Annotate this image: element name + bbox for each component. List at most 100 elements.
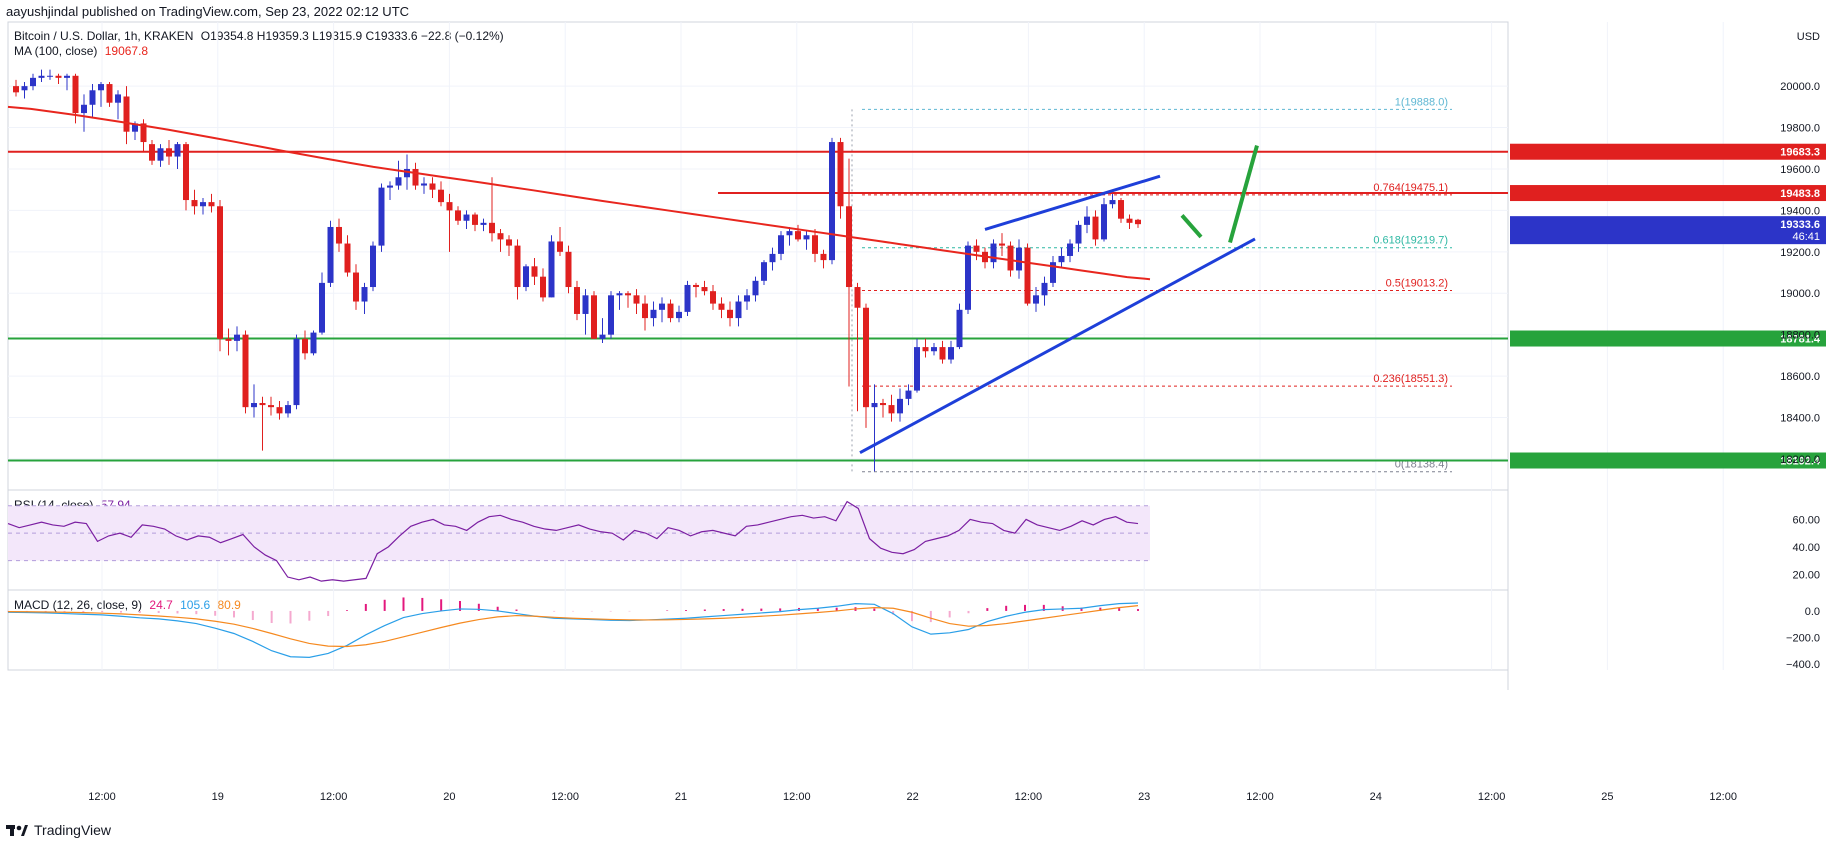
candle	[922, 338, 929, 358]
candle-body	[744, 295, 750, 302]
candle-body	[200, 202, 206, 207]
candle	[98, 81, 104, 107]
candle-body	[64, 75, 70, 78]
level-tag-label: 18781.4	[1780, 334, 1821, 346]
candle	[30, 73, 36, 91]
candle-body	[404, 168, 410, 178]
candle	[225, 328, 232, 356]
candle-body	[599, 334, 606, 339]
candle-body	[846, 206, 852, 288]
candle	[13, 79, 19, 97]
candle	[174, 142, 181, 169]
candle	[667, 299, 674, 323]
candle-body	[897, 398, 903, 414]
candle-body	[166, 148, 172, 157]
candle-body	[1109, 200, 1116, 205]
candle	[676, 305, 682, 323]
candle-body	[268, 405, 274, 408]
candle	[820, 249, 827, 269]
candle-body	[429, 183, 436, 190]
candle	[752, 276, 759, 302]
candle-body	[548, 241, 555, 298]
level-tag	[1510, 330, 1826, 347]
candle	[812, 229, 818, 263]
time-tick-label: 25	[1601, 791, 1613, 803]
candle	[1135, 218, 1141, 228]
candle-body	[1135, 219, 1141, 225]
time-tick-label: 20	[443, 791, 455, 803]
candle-body	[710, 291, 716, 304]
time-tick-label: 12:00	[1709, 791, 1737, 803]
candle-body	[225, 338, 232, 341]
candle-body	[693, 284, 699, 288]
candle-body	[931, 347, 937, 352]
candle-body	[531, 266, 538, 277]
candle-body	[1050, 262, 1056, 283]
candle-body	[353, 272, 359, 302]
candle	[837, 137, 844, 219]
macd-tick-label: 0.0	[1805, 606, 1820, 618]
candle	[463, 210, 470, 230]
candle	[846, 158, 852, 387]
candle-body	[523, 266, 529, 288]
ohlc-readout: O19354.8 H19359.3 L19315.9 C19333.6 −22.…	[200, 29, 504, 43]
candle-body	[659, 303, 665, 310]
grid-lines	[8, 22, 1724, 670]
candle	[89, 84, 96, 118]
candle-body	[1067, 243, 1073, 256]
candle-body	[191, 200, 198, 207]
tradingview-footer[interactable]: TradingView	[6, 822, 111, 838]
candle	[387, 181, 393, 201]
candle	[38, 69, 45, 82]
candle-body	[1024, 247, 1031, 304]
candle	[378, 183, 385, 252]
ma-value: 19067.8	[104, 44, 149, 58]
candle-body	[625, 293, 631, 296]
candle-body	[395, 177, 402, 186]
candle	[276, 400, 283, 420]
candle-body	[446, 202, 453, 211]
candle	[285, 400, 291, 418]
candle	[353, 264, 359, 310]
candle	[956, 303, 963, 350]
candle	[302, 330, 308, 360]
candle	[446, 193, 453, 252]
candle-body	[497, 233, 504, 240]
chart-canvas[interactable]: 1(19888.0) 0.764(19475.1) 0.618(19219.7) 0.…	[0, 0, 1834, 820]
fib-level-label: 0.5(19013.2)	[1386, 278, 1448, 290]
candle-body	[803, 235, 810, 240]
candle	[769, 247, 776, 271]
candles-layer	[13, 69, 1141, 472]
candle	[344, 235, 351, 277]
candle	[684, 280, 691, 317]
candle	[642, 295, 648, 331]
fib-level-label: 0(18138.4)	[1395, 459, 1448, 471]
projection-rise	[1228, 145, 1259, 244]
candle	[480, 218, 487, 232]
candle-body	[251, 403, 257, 408]
candle-body	[965, 245, 971, 310]
candle	[1067, 239, 1073, 263]
candle-body	[591, 295, 597, 339]
candle	[327, 220, 334, 288]
ma-100-line	[7, 105, 1151, 281]
drawings-layer	[859, 145, 1259, 455]
candle	[149, 139, 155, 165]
rsi-pane	[7, 500, 1150, 582]
candle	[701, 280, 708, 296]
candle-body	[922, 347, 929, 352]
macd-value-signal: 80.9	[217, 598, 241, 612]
candle-body	[999, 243, 1005, 246]
footer-brand: TradingView	[34, 822, 112, 838]
candle-body	[1041, 282, 1048, 296]
candle-body	[293, 338, 300, 406]
candle-body	[455, 210, 461, 221]
candle-body	[795, 231, 801, 240]
candle-body	[378, 187, 385, 246]
price-tick-label: 18800.0	[1780, 330, 1820, 342]
candle	[599, 318, 606, 343]
candle	[1016, 239, 1022, 279]
macd-value-macd: 105.6	[180, 598, 211, 612]
candle	[659, 297, 665, 323]
level-tag-label: 19333.6	[1780, 219, 1820, 231]
